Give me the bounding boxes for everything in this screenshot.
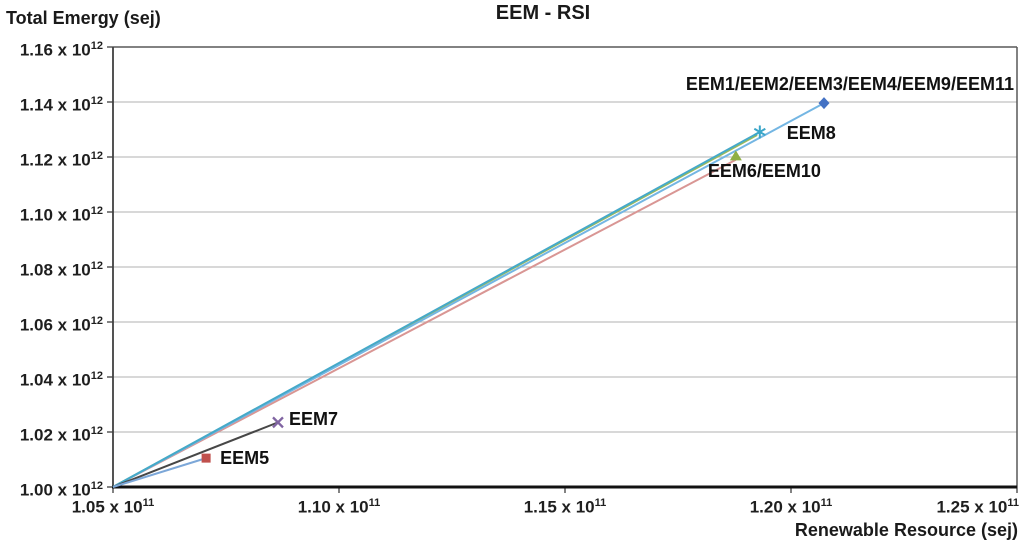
point-label-EEM7: EEM7 (288, 409, 338, 430)
x-axis-title: Renewable Resource (sej) (794, 520, 1018, 540)
x-tick-label: 1.05 x 1011 (71, 497, 155, 517)
marker-triangle-EEM6/EEM10 (729, 150, 742, 161)
point-label-EEM8: EEM8 (786, 122, 836, 143)
x-tick-label: 1.15 x 1011 (523, 497, 607, 517)
x-tick-label: 1.20 x 1011 (749, 497, 833, 517)
point-label-EEM1-EEM2-EEM3-EEM4-EEM9-EEM11: EEM1/EEM2/EEM3/EEM4/EEM9/EEM11 (685, 74, 1014, 95)
y-tick-label: 1.06 x 1012 (19, 315, 103, 335)
y-tick-label: 1.08 x 1012 (19, 260, 103, 280)
x-tick-label: 1.10 x 1011 (297, 497, 381, 517)
marker-diamond-EEM1/EEM2/EEM3/EEM4/EEM9/EEM11 (818, 97, 830, 110)
series-line-EEM6/EEM10-second-line (112, 158, 737, 488)
point-label-EEM5: EEM5 (220, 448, 270, 469)
y-tick-label: 1.14 x 1012 (19, 95, 103, 115)
series-line-EEM5 (112, 457, 207, 488)
y-tick-label: 1.02 x 1012 (19, 425, 103, 445)
x-tick-label: 1.25 x 1011 (936, 497, 1019, 517)
series-line-EEM8 (112, 131, 761, 488)
y-tick-label: 1.04 x 1012 (19, 370, 103, 390)
point-label-EEM6-EEM10: EEM6/EEM10 (707, 160, 821, 181)
y-tick-label: 1.10 x 1012 (19, 205, 103, 225)
marker-asterisk-EEM8 (753, 127, 766, 137)
marker-x-EEM7 (272, 416, 284, 429)
y-axis-title: Total Emergy (sej) (6, 8, 161, 28)
chart-title: EEM - RSI (495, 2, 591, 24)
y-tick-label: 1.16 x 1012 (19, 40, 103, 60)
y-tick-label: 1.12 x 1012 (19, 150, 103, 170)
series-line-EEM7 (112, 421, 279, 488)
y-tick-label: 1.00 x 1012 (19, 480, 103, 500)
marker-square-EEM5 (201, 453, 211, 463)
